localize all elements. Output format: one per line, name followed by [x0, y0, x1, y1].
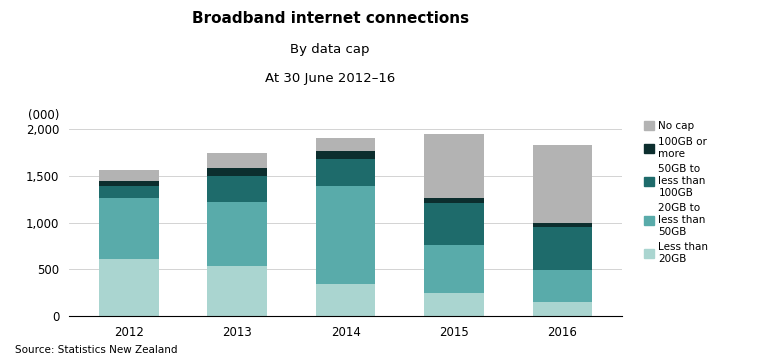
- Bar: [99, 186, 158, 198]
- Text: At 30 June 2012–16: At 30 June 2012–16: [265, 72, 396, 85]
- Bar: [424, 244, 484, 293]
- Bar: [316, 159, 376, 186]
- Text: Broadband internet connections: Broadband internet connections: [192, 11, 468, 26]
- Bar: [533, 302, 592, 316]
- Legend: No cap, 100GB or
more, 50GB to
less than
100GB, 20GB to
less than
50GB, Less tha: No cap, 100GB or more, 50GB to less than…: [644, 121, 708, 264]
- Bar: [533, 223, 592, 227]
- Bar: [424, 204, 484, 244]
- Bar: [99, 198, 158, 259]
- Bar: [99, 170, 158, 181]
- Bar: [207, 153, 267, 168]
- Bar: [533, 270, 592, 302]
- Bar: [316, 137, 376, 151]
- Bar: [316, 284, 376, 316]
- Bar: [533, 227, 592, 270]
- Bar: [533, 145, 592, 223]
- Bar: [424, 293, 484, 316]
- Bar: [424, 198, 484, 204]
- Bar: [316, 151, 376, 159]
- Text: (000): (000): [28, 109, 59, 122]
- Text: By data cap: By data cap: [290, 43, 370, 56]
- Bar: [424, 134, 484, 198]
- Bar: [207, 176, 267, 202]
- Bar: [207, 266, 267, 316]
- Bar: [207, 202, 267, 266]
- Bar: [316, 186, 376, 284]
- Bar: [99, 181, 158, 186]
- Bar: [207, 168, 267, 176]
- Text: Source: Statistics New Zealand: Source: Statistics New Zealand: [15, 345, 178, 355]
- Bar: [99, 259, 158, 316]
